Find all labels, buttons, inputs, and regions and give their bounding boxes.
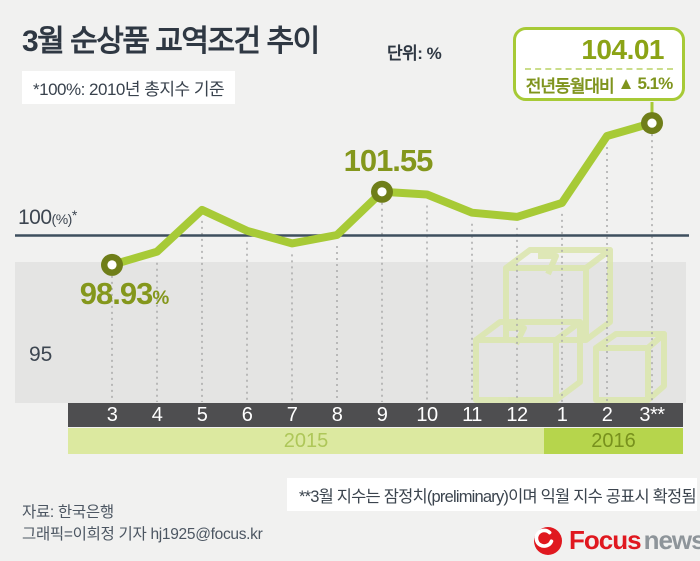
credit-text: 그래픽=이희정 기자 hj1925@focus.kr — [22, 526, 263, 543]
month-label-9: 9 — [376, 404, 388, 426]
unit-label: 단위: % — [387, 44, 442, 63]
month-label-10: 10 — [416, 404, 438, 426]
month-label-2: 2 — [601, 404, 613, 426]
page-title: 3월 순상품 교역조건 추이 — [22, 25, 320, 58]
month-label-5: 5 — [196, 404, 208, 426]
latest-value-callout: 104.01 전년동월대비 ▲ 5.1% — [513, 27, 685, 101]
value-label-first: 98.93% — [79, 276, 169, 312]
note-box: *100%: 2010년 총지수 기준 — [22, 71, 236, 104]
value-first-number: 98.93 — [79, 276, 154, 311]
chart-band — [15, 262, 686, 403]
yoy-change: 전년동월대비 ▲ 5.1% — [516, 70, 682, 98]
yoy-change-label: 전년동월대비 — [525, 76, 615, 96]
data-point-markers — [101, 112, 663, 276]
data-point-marker-center — [377, 187, 387, 197]
month-label-3: 3 — [106, 404, 118, 426]
callout-divider — [525, 68, 673, 70]
month-label-12: 12 — [506, 404, 528, 426]
source-text: 자료: 한국은행 — [22, 504, 114, 521]
data-point-marker-center — [107, 260, 117, 270]
latest-value: 104.01 — [581, 34, 664, 65]
data-point-marker-center — [647, 118, 657, 128]
month-label-11: 11 — [462, 404, 482, 426]
value-mid-number: 101.55 — [343, 143, 434, 178]
focus-news-logo-icon — [534, 526, 562, 555]
baseline-star: * — [71, 207, 77, 223]
up-arrow-icon: ▲ — [617, 74, 635, 93]
month-label-8: 8 — [331, 404, 343, 426]
month-label-4: 4 — [151, 404, 163, 426]
yoy-change-value: 5.1% — [637, 74, 673, 93]
focus-news-logo: Focus news — [533, 525, 700, 556]
value-first-suffix: % — [152, 288, 169, 309]
month-label-6: 6 — [241, 404, 253, 426]
year-band-2016: 2016 — [544, 428, 683, 454]
value-label-mid: 101.55 — [343, 143, 434, 179]
baseline-unit: (%) — [51, 211, 73, 227]
baseline-100-label: 100(%)* — [18, 206, 77, 230]
month-gridlines — [111, 134, 653, 402]
year-band-2015: 2015 — [68, 428, 544, 454]
y-axis-95-label: 95 — [29, 343, 53, 366]
month-label-7: 7 — [286, 404, 298, 426]
logo-brand-text: Focus — [569, 525, 642, 555]
parcel-boxes-watermark — [473, 247, 667, 403]
month-label-1: 1 — [556, 404, 568, 426]
logo-suffix-text: news — [643, 525, 700, 555]
baseline-100-number: 100 — [18, 206, 52, 229]
month-axis-bar: 3 4 5 6 7 8 9 10 11 12 1 2 3** — [68, 403, 683, 427]
month-label-3p: 3** — [639, 404, 665, 426]
footnote-box: **3월 지수는 잠정치(preliminary)이며 익월 지수 공표시 확정… — [287, 478, 697, 511]
